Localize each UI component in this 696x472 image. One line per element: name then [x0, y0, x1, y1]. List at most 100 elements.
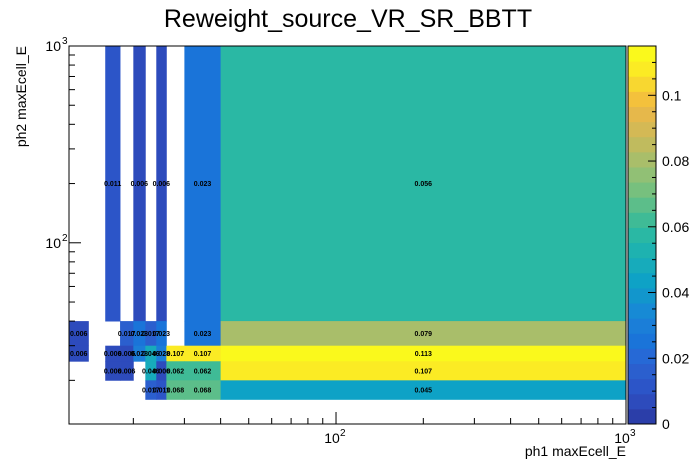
colorbar-segment: [628, 257, 656, 274]
x-axis-label: ph1 maxEcell_E: [525, 443, 626, 459]
heatmap-cell: [120, 361, 134, 381]
colorbar-segment: [628, 348, 656, 365]
heatmap-cell-label: 0.006: [104, 351, 122, 358]
heatmap-cell-label: 0.107: [167, 351, 185, 358]
colorbar-tick-label: 0.02: [662, 350, 689, 366]
chart-title: Reweight_source_VR_SR_BBTT: [164, 5, 532, 33]
heatmap-cell-label: 0.046: [142, 368, 160, 375]
colorbar-segment: [628, 303, 656, 319]
colorbar-tick-label: 0.06: [662, 219, 689, 235]
heatmap-cell: [184, 46, 222, 322]
heatmap-cell: [166, 345, 185, 362]
tick-label-exponent: 2: [62, 233, 68, 244]
colorbar-segment: [628, 212, 656, 228]
heatmap-cell-label: 0.056: [415, 181, 433, 188]
tick-label-exponent: 2: [340, 428, 346, 439]
tick-label-exponent: 3: [62, 36, 68, 47]
heatmap-cell: [133, 46, 146, 322]
colorbar-segment: [628, 76, 656, 92]
colorbar-segment: [628, 333, 656, 349]
heatmap-cell-label: 0.028: [131, 351, 149, 358]
heatmap-cell: [166, 380, 185, 400]
colorbar-segment: [628, 197, 656, 213]
heatmap-cells: [69, 46, 627, 400]
heatmap-cell-label: 0.017: [142, 331, 160, 338]
heatmap-cell-label: 0.046: [142, 351, 160, 358]
heatmap-cell-label: 0.006: [70, 351, 88, 358]
colorbar-segment: [628, 287, 656, 304]
colorbar-segment: [628, 408, 656, 425]
tick-label-base: 10: [614, 430, 630, 446]
colorbar-segment: [628, 378, 656, 395]
heatmap-cell: [105, 46, 121, 322]
heatmap-cell-label: 0.079: [415, 331, 433, 338]
heatmap-cell-label: 0.017: [118, 331, 136, 338]
tick-label: 10 3: [45, 36, 68, 54]
tick-label-base: 10: [45, 38, 61, 54]
heatmap-cell-label: 0.023: [153, 331, 171, 338]
colorbar-segment: [628, 272, 656, 289]
heatmap-cell-label: 0.011: [104, 181, 121, 188]
heatmap-cell-label: 0.006: [153, 181, 171, 188]
heatmap-cell: [156, 321, 167, 347]
tick-label-base: 10: [45, 235, 61, 251]
colorbar-segment: [628, 106, 656, 123]
colorbar-segment: [628, 46, 656, 62]
colorbar-tick-label: 0.08: [662, 153, 689, 169]
heatmap-cell: [220, 46, 627, 322]
heatmap-cell: [166, 361, 185, 381]
plot-frame: [68, 45, 627, 425]
tick-label: 10 2: [45, 233, 68, 251]
heatmap-cell: [69, 321, 89, 347]
heatmap-cell: [220, 345, 627, 362]
colorbar-segment: [628, 136, 656, 153]
tick-label: 10 2: [324, 428, 346, 446]
heatmap-cell: [145, 345, 157, 362]
colorbar-segment: [628, 166, 656, 183]
heatmap-cell-label: 0.006: [104, 368, 122, 375]
colorbar-frame: [627, 45, 657, 425]
colorbar-segment: [628, 91, 656, 107]
heatmap-cell: [69, 345, 89, 362]
heatmap-cell: [105, 345, 121, 362]
y-axis-label: ph2 maxEcell_E: [13, 46, 29, 147]
heatmap-cell: [133, 345, 146, 362]
heatmap-cell: [156, 46, 167, 322]
heatmap-cell: [184, 345, 222, 362]
heatmap-cell: [145, 361, 157, 381]
heatmap-cell-label: 0.062: [167, 368, 185, 375]
tick-label-exponent: 3: [630, 428, 636, 439]
colorbar-segment: [628, 393, 656, 410]
heatmap-cell-label: 0.023: [194, 331, 212, 338]
heatmap-cell: [220, 321, 627, 347]
heatmap-cell: [120, 345, 134, 362]
heatmap-cell-label: 0.028: [153, 351, 171, 358]
colorbar: 0 0.02 0.04 0.06 0.08 0.1: [627, 45, 689, 432]
heatmap-cell-label: 0.006: [131, 181, 149, 188]
heatmap-cell: [105, 361, 121, 381]
heatmap-cell: [120, 321, 134, 347]
colorbar-segment: [628, 182, 656, 198]
heatmap-cell-label: 0.006: [153, 368, 171, 375]
colorbar-segment: [628, 151, 656, 168]
heatmap-cell: [220, 361, 627, 381]
heatmap-cell-label: 0.006: [118, 351, 136, 358]
heatmap-cell: [184, 361, 222, 381]
heatmap-cell: [133, 321, 146, 347]
heatmap-cell-label: 0.107: [194, 351, 212, 358]
heatmap-cell-label: 0.062: [194, 368, 212, 375]
heatmap-cell-label: 0.107: [415, 368, 433, 375]
heatmap-cell-label: 0.113: [415, 351, 432, 358]
heatmap-cell-label: 0.011: [153, 387, 170, 394]
heatmap-cell-label: 0.023: [131, 331, 149, 338]
tick-label: 10 3: [614, 428, 636, 446]
heatmap-cell-label: 0.068: [167, 387, 185, 394]
heatmap-cell-label: 0.017: [142, 387, 160, 394]
heatmap-cell: [156, 345, 167, 362]
colorbar-segment: [628, 121, 656, 138]
heatmap-cell: [184, 380, 222, 400]
heatmap-cell: [156, 380, 167, 400]
heatmap-cell: [156, 361, 167, 381]
colorbar-segment: [628, 227, 656, 244]
